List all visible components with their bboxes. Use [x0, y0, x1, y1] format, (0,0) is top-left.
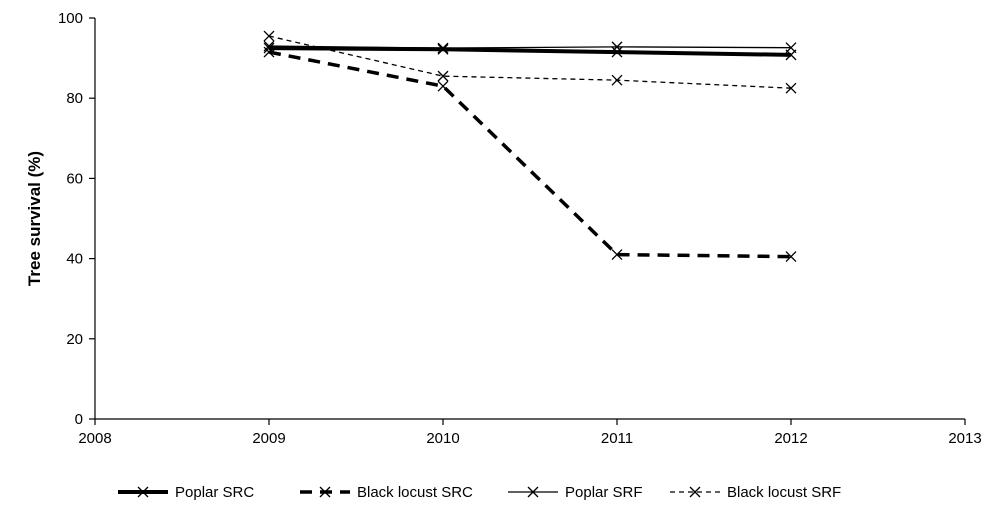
marker-stroke: [437, 70, 449, 82]
y-axis-title: Tree survival (%): [25, 151, 44, 286]
series-black-locust-srf: [263, 30, 797, 94]
marker-stroke: [785, 82, 797, 94]
y-tick-label: 20: [66, 331, 83, 348]
series-black-locust-src: [263, 46, 797, 263]
legend-marker: [689, 486, 701, 498]
legend-label: Poplar SRC: [175, 484, 254, 501]
data-point: [437, 42, 449, 54]
marker-stroke: [263, 40, 275, 52]
axes: 0 20 40 60 80 100 2008 2009 2010 2011 2012 2013 Tree…: [25, 10, 982, 447]
marker-stroke: [263, 30, 275, 42]
data-point: [785, 42, 797, 54]
marker-stroke: [137, 486, 149, 498]
legend-item: Black locust SRF: [670, 484, 841, 501]
legend-label: Black locust SRC: [357, 484, 473, 501]
series-line: [268, 45, 792, 49]
marker-stroke: [611, 74, 623, 86]
legend-label: Poplar SRF: [565, 484, 643, 501]
y-tick-label: 100: [58, 10, 83, 27]
marker-stroke: [689, 486, 701, 498]
data-point: [611, 249, 623, 261]
series-line: [268, 46, 792, 57]
data-point: [263, 30, 275, 42]
legend-label: Black locust SRF: [727, 484, 841, 501]
y-tick-label: 80: [66, 90, 83, 107]
marker-stroke: [611, 46, 623, 58]
data-point: [785, 82, 797, 94]
legend-marker: [527, 486, 539, 498]
marker-stroke: [437, 80, 449, 92]
legend-item: Poplar SRF: [508, 484, 643, 501]
legend-item: Poplar SRC: [118, 484, 254, 501]
data-point: [437, 70, 449, 82]
marker-stroke: [263, 42, 275, 54]
x-tick-label: 2013: [948, 430, 981, 447]
marker-stroke: [437, 43, 449, 55]
marker-stroke: [319, 486, 331, 498]
x-tick-label: 2008: [78, 430, 111, 447]
x-tick-label: 2009: [252, 430, 285, 447]
y-tick-label: 40: [66, 251, 83, 268]
legend-marker: [319, 486, 331, 498]
marker-stroke: [437, 42, 449, 54]
data-point: [785, 251, 797, 263]
series-poplar-srf: [263, 40, 797, 54]
data-point: [611, 46, 623, 58]
x-tick-label: 2011: [601, 430, 633, 447]
marker-stroke: [527, 486, 539, 498]
legend: Poplar SRC Black locust SRC Poplar SRF Blac…: [118, 484, 841, 501]
legend-marker: [137, 486, 149, 498]
data-point: [611, 74, 623, 86]
data-point: [437, 80, 449, 92]
series-group: [263, 30, 797, 263]
marker-stroke: [611, 249, 623, 261]
data-point: [611, 41, 623, 53]
y-tick-label: 0: [75, 411, 83, 428]
marker-stroke: [611, 41, 623, 53]
marker-stroke: [785, 42, 797, 54]
legend-item: Black locust SRC: [300, 484, 473, 501]
data-point: [437, 43, 449, 55]
x-tick-label: 2012: [774, 430, 807, 447]
series-line: [268, 50, 792, 259]
series-poplar-src: [263, 42, 797, 61]
marker-stroke: [785, 251, 797, 263]
series-line: [268, 35, 792, 89]
data-point: [263, 40, 275, 52]
y-tick-label: 60: [66, 170, 83, 187]
x-tick-label: 2010: [426, 430, 459, 447]
